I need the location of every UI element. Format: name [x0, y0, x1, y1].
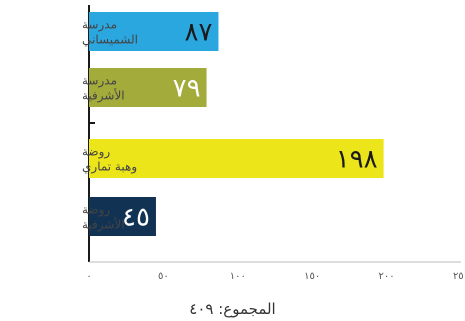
chart-total-label: المجموع: ٤٠٩ — [189, 300, 276, 318]
bar — [89, 12, 219, 51]
bar-value-label: ٧٩ — [173, 74, 201, 104]
bar — [89, 139, 384, 178]
bar-value-label: ١٩٨ — [336, 145, 378, 175]
x-tick-label: ١٥٠ — [304, 271, 320, 282]
bar-value-label: ٤٥ — [122, 203, 150, 233]
category-label: مدرسة الشميساني — [82, 18, 138, 47]
category-label: روضة وهبة تماري — [82, 145, 137, 175]
bar — [89, 68, 207, 107]
x-tick-label: ١٠٠ — [230, 271, 246, 282]
x-tick-label: ٢٥٠ — [453, 271, 465, 282]
x-tick-label: ٠ — [86, 271, 91, 282]
bar — [89, 197, 156, 236]
x-tick-label: ٢٠٠ — [379, 271, 395, 282]
category-label: روضة الأشرفية — [82, 203, 125, 233]
bar-value-label: ٨٧ — [185, 18, 213, 48]
x-tick-label: ٥٠ — [158, 271, 169, 282]
category-label: مدرسة الأشرفية — [82, 74, 125, 104]
